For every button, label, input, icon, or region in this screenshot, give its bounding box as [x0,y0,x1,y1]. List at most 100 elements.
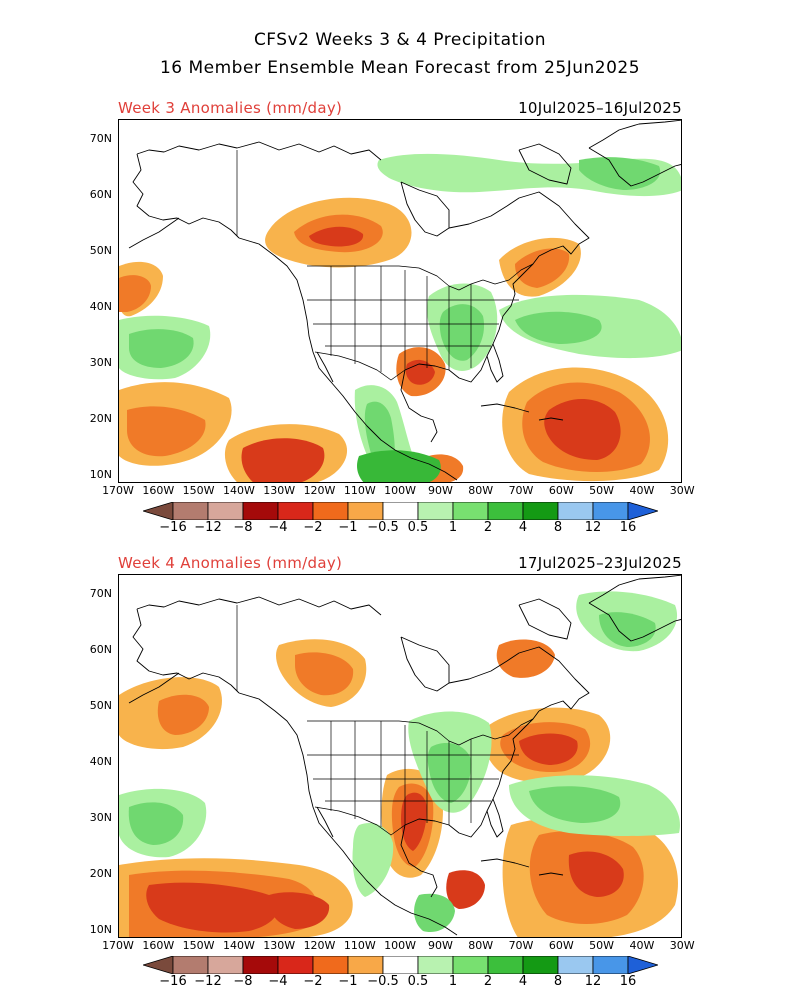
dry-anomaly-region [496,639,555,678]
colorbar-swatch [522,501,559,521]
colorbar-label: 1 [448,520,458,535]
colorbar-label: 2 [483,974,493,989]
colorbar-swatch [592,955,629,975]
colorbar-swatch [522,955,559,975]
colorbar-label: 12 [584,974,602,989]
lon-tick-label: 80W [468,484,494,497]
lon-tick-label: 130W [263,939,296,952]
colorbar-label: 12 [584,520,602,535]
colorbar-label: −1 [338,974,358,989]
lon-tick-label: 70W [508,484,534,497]
lon-tick-label: 100W [384,484,417,497]
colorbar-label: −0.5 [367,520,399,535]
colorbar-swatch [242,501,279,521]
colorbar-swatch [557,955,594,975]
lon-tick-label: 100W [384,939,417,952]
wet-anomaly-region [439,304,485,361]
lon-tick-label: 140W [222,939,255,952]
lon-tick-label: 150W [182,939,215,952]
colorbar-swatch [382,955,419,975]
lon-tick-label: 170W [102,484,134,497]
lat-tick-label: 50N [89,244,112,257]
colorbar-swatch [277,501,314,521]
colorbar-label: 1 [448,974,458,989]
colorbar-svg [141,501,660,521]
lon-tick-label: 30W [669,939,695,952]
colorbar-label: 8 [553,974,563,989]
lat-tick-label: 60N [89,643,112,656]
lon-tick-label: 90W [427,484,453,497]
colorbar-swatch [557,501,594,521]
lat-tick-label: 30N [89,811,112,824]
wet-anomaly-region [579,157,661,190]
colorbar-label: −1 [338,520,358,535]
lon-tick-label: 70W [508,939,534,952]
colorbar-label: −16 [159,974,187,989]
lat-tick-label: 20N [89,412,112,425]
colorbar-label: −12 [194,520,222,535]
colorbar-label: −8 [233,520,253,535]
lon-tick-label: 160W [142,939,175,952]
dry-anomaly-region [568,851,624,897]
dry-anomaly-region [127,406,206,457]
coastlines [128,575,681,936]
colorbar-label: −2 [303,520,323,535]
colorbar-label: −8 [233,974,253,989]
colorbar-swatch [487,955,524,975]
lon-tick-label: 160W [142,484,175,497]
colorbar-swatch [417,955,454,975]
colorbar-swatch [141,501,174,521]
week3-anomaly-map [118,119,682,483]
dry-anomaly-region [295,652,354,696]
lon-tick-label: 50W [589,939,615,952]
lon-tick-label: 60W [548,484,574,497]
wet-anomaly-region [357,450,441,482]
colorbar-label: −4 [268,520,288,535]
wet-anomaly-region [427,743,472,803]
colorbar-swatch [417,501,454,521]
colorbar-label: −2 [303,974,323,989]
colorbar-label: 0.5 [407,974,429,989]
colorbar-swatch [141,955,174,975]
lat-tick-label: 40N [89,300,112,313]
lat-tick-label: 20N [89,867,112,880]
wet-anomaly-region [128,802,184,845]
title-line-1: CFSv2 Weeks 3 & 4 Precipitation [253,30,547,50]
lat-tick-label: 60N [89,188,112,201]
lon-tick-label: 110W [343,484,376,497]
lon-tick-label: 140W [222,484,255,497]
colorbar-label: 8 [553,520,563,535]
wet-anomaly-region [515,311,602,344]
lat-tick-label: 10N [89,923,112,936]
lon-tick-label: 60W [548,939,574,952]
colorbar-swatch [452,955,489,975]
week3-colorbar [141,501,660,521]
lat-tick-label: 10N [89,468,112,481]
colorbar-swatch [172,955,209,975]
dry-anomaly-region [268,892,330,929]
dry-anomaly-region [446,870,485,909]
colorbar-label: −12 [194,974,222,989]
lon-tick-label: 40W [629,484,655,497]
lat-tick-label: 50N [89,699,112,712]
lon-tick-label: 120W [303,484,336,497]
lat-tick-label: 70N [89,587,112,600]
lon-tick-label: 170W [102,939,134,952]
lon-tick-label: 130W [263,484,296,497]
lat-tick-label: 70N [89,132,112,145]
colorbar-swatch [347,501,384,521]
colorbar-swatch [452,501,489,521]
colorbar-label: 16 [619,974,637,989]
lon-tick-label: 150W [182,484,215,497]
colorbar-swatch [627,501,660,521]
dry-anomaly-region [309,226,364,247]
week4-label: Week 4 Anomalies (mm/day) [118,554,343,572]
lon-tick-label: 120W [303,939,336,952]
wet-anomaly-region [414,893,455,933]
colorbar-label: 16 [619,520,637,535]
lat-tick-label: 40N [89,755,112,768]
colorbar-swatch [592,501,629,521]
colorbar-label: 2 [483,520,493,535]
dry-anomaly-region [146,882,278,933]
dry-anomaly-region [544,398,621,460]
